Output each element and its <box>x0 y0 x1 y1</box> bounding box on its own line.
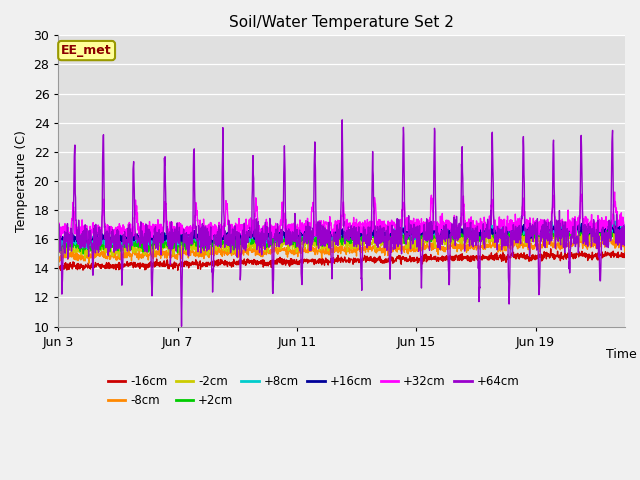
Title: Soil/Water Temperature Set 2: Soil/Water Temperature Set 2 <box>229 15 454 30</box>
-8cm <box>316 247 324 253</box>
+8cm <box>611 225 618 231</box>
+8cm <box>74 236 82 241</box>
Line: -8cm: -8cm <box>58 238 625 263</box>
-8cm <box>621 244 629 250</box>
-2cm <box>611 237 618 243</box>
Line: +8cm: +8cm <box>58 220 625 249</box>
+64cm <box>524 240 532 246</box>
-16cm <box>316 258 324 264</box>
-16cm <box>547 246 555 252</box>
+16cm <box>201 238 209 244</box>
-2cm <box>201 245 209 251</box>
+32cm <box>74 224 82 230</box>
+32cm <box>201 232 209 238</box>
Line: +16cm: +16cm <box>58 222 625 244</box>
-8cm <box>524 241 532 247</box>
-16cm <box>74 261 82 266</box>
-2cm <box>81 255 89 261</box>
+2cm <box>374 236 382 242</box>
+32cm <box>75 241 83 247</box>
+32cm <box>621 225 629 231</box>
-16cm <box>174 267 182 273</box>
+32cm <box>54 228 62 234</box>
Text: EE_met: EE_met <box>61 44 112 57</box>
+16cm <box>524 229 532 235</box>
+2cm <box>574 219 582 225</box>
+16cm <box>374 230 382 236</box>
-16cm <box>611 251 618 256</box>
-8cm <box>54 256 62 262</box>
+64cm <box>316 234 324 240</box>
+64cm <box>611 225 618 231</box>
+8cm <box>608 217 616 223</box>
+2cm <box>316 240 324 246</box>
+8cm <box>524 226 532 231</box>
-8cm <box>576 235 584 240</box>
+64cm <box>375 235 383 240</box>
+2cm <box>611 229 618 235</box>
+16cm <box>76 241 84 247</box>
+64cm <box>74 241 82 247</box>
-2cm <box>74 248 82 254</box>
Legend: -16cm, -8cm, -2cm, +2cm, +8cm, +16cm, +32cm, +64cm: -16cm, -8cm, -2cm, +2cm, +8cm, +16cm, +3… <box>103 370 524 412</box>
-2cm <box>540 227 548 232</box>
+2cm <box>201 246 209 252</box>
-2cm <box>524 232 532 238</box>
-8cm <box>74 258 82 264</box>
+2cm <box>79 251 87 257</box>
+2cm <box>621 226 629 231</box>
+32cm <box>524 225 532 231</box>
-2cm <box>54 248 62 253</box>
-16cm <box>54 262 62 267</box>
+64cm <box>201 231 209 237</box>
+32cm <box>374 230 382 236</box>
Y-axis label: Temperature (C): Temperature (C) <box>15 130 28 232</box>
-16cm <box>201 261 209 266</box>
-2cm <box>316 242 324 248</box>
X-axis label: Time: Time <box>605 348 636 361</box>
-16cm <box>524 253 532 259</box>
+16cm <box>74 235 82 240</box>
-2cm <box>374 234 382 240</box>
+64cm <box>621 228 629 234</box>
+8cm <box>201 237 209 243</box>
+2cm <box>524 228 532 233</box>
+16cm <box>600 219 607 225</box>
+8cm <box>84 246 92 252</box>
Line: +2cm: +2cm <box>58 222 625 254</box>
+64cm <box>54 238 62 243</box>
-8cm <box>201 248 209 253</box>
Line: -2cm: -2cm <box>58 229 625 258</box>
+16cm <box>316 234 324 240</box>
+16cm <box>611 230 618 236</box>
+64cm <box>178 324 186 329</box>
+32cm <box>611 189 619 195</box>
+8cm <box>316 235 324 241</box>
-2cm <box>621 236 629 242</box>
Line: +64cm: +64cm <box>58 120 625 326</box>
+8cm <box>374 231 382 237</box>
Line: -16cm: -16cm <box>58 249 625 270</box>
+16cm <box>621 225 629 230</box>
+8cm <box>621 226 629 232</box>
-8cm <box>374 244 382 250</box>
+32cm <box>316 223 324 228</box>
-8cm <box>611 238 618 244</box>
+2cm <box>54 240 62 246</box>
+32cm <box>610 201 618 206</box>
-16cm <box>374 254 382 260</box>
+64cm <box>339 117 346 123</box>
+8cm <box>54 242 62 248</box>
+16cm <box>54 239 62 245</box>
+2cm <box>74 240 82 245</box>
-16cm <box>621 250 629 255</box>
Line: +32cm: +32cm <box>58 192 625 244</box>
-8cm <box>85 260 93 266</box>
